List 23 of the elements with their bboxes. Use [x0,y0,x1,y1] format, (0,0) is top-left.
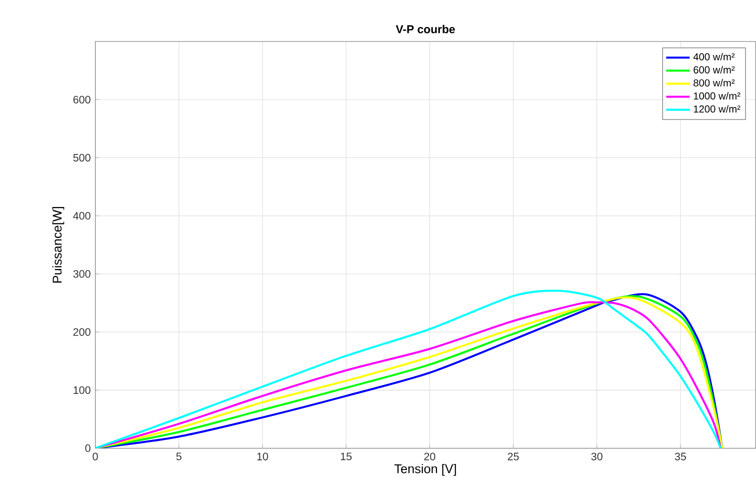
x-tick-label: 35 [674,452,686,460]
legend-label: 1000 w/m² [694,92,740,100]
y-tick-label: 0 [85,444,90,452]
y-tick-label: 500 [73,154,90,162]
legend-label: 600 w/m² [694,66,735,74]
x-tick-label: 25 [508,452,519,460]
legend-label: 800 w/m² [694,79,735,86]
legend-label: 1200 w/m² [694,105,740,113]
y-tick-label: 400 [73,212,90,220]
y-tick-label: 600 [73,96,90,104]
x-tick-label: 0 [92,452,98,460]
x-tick-label: 5 [176,452,182,460]
x-tick-label: 10 [257,452,268,460]
legend-label: 400 w/m² [693,52,735,60]
chart-title: V-P courbe [396,24,455,34]
y-tick-label: 300 [73,270,90,278]
y-tick-label: 200 [73,328,90,336]
x-axis-title: Tension [V] [394,464,456,476]
x-tick-label: 30 [591,452,602,460]
x-tick-label: 15 [340,452,352,460]
y-axis-title: Puissance[W] [52,207,64,283]
y-tick-label: 100 [74,386,90,394]
x-tick-label: 20 [424,452,436,460]
